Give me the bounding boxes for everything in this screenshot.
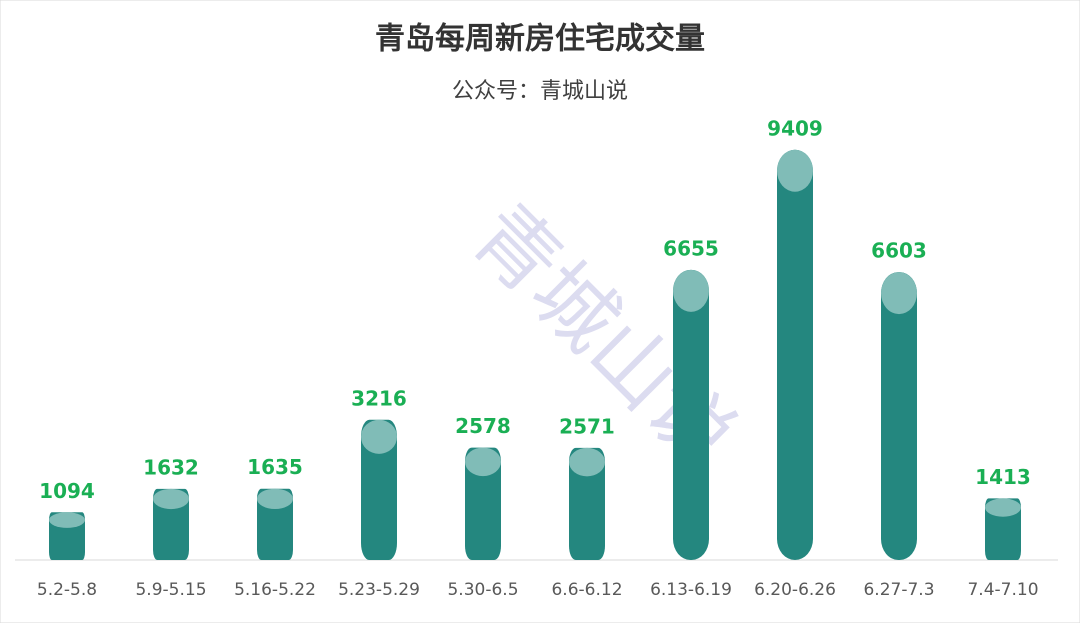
chart-title: 青岛每周新房住宅成交量	[375, 22, 705, 57]
x-tick-label: 5.16-5.22	[234, 580, 316, 600]
x-tick-label: 5.9-5.15	[135, 580, 206, 600]
x-tick-label: 5.30-6.5	[447, 580, 518, 600]
x-tick-label: 6.13-6.19	[650, 580, 732, 600]
bar-cap	[465, 447, 501, 477]
value-label: 1413	[975, 465, 1031, 489]
x-tick-label: 6.20-6.26	[754, 580, 836, 600]
chart-subtitle: 公众号：青城山说	[452, 79, 628, 104]
bar	[673, 269, 709, 560]
bar-cap	[153, 488, 189, 510]
bar	[569, 447, 605, 560]
bar-cap	[985, 498, 1021, 517]
bar	[465, 447, 501, 560]
x-tick-label: 5.2-5.8	[37, 580, 97, 600]
bar	[361, 419, 397, 560]
bar-cap	[49, 512, 85, 528]
bar	[881, 272, 917, 560]
bar-cap	[257, 488, 293, 509]
bar-cap	[777, 149, 813, 192]
bar-cap	[361, 419, 397, 454]
bar-cap	[569, 447, 605, 477]
value-label: 2571	[559, 414, 615, 438]
value-label: 3216	[351, 386, 407, 410]
value-label: 6603	[871, 239, 927, 263]
value-label: 1635	[247, 455, 303, 479]
value-label: 9409	[767, 116, 823, 140]
value-label: 1094	[39, 479, 95, 503]
bar-cap	[881, 272, 917, 315]
x-tick-label: 6.6-6.12	[551, 580, 622, 600]
value-label: 2578	[455, 414, 511, 438]
bar	[777, 149, 813, 561]
x-tick-label: 5.23-5.29	[338, 580, 420, 600]
bar-cap	[673, 269, 709, 312]
x-tick-label: 6.27-7.3	[863, 580, 934, 600]
value-label: 6655	[663, 236, 719, 260]
x-tick-label: 7.4-7.10	[967, 580, 1038, 600]
value-label: 1632	[143, 455, 199, 479]
